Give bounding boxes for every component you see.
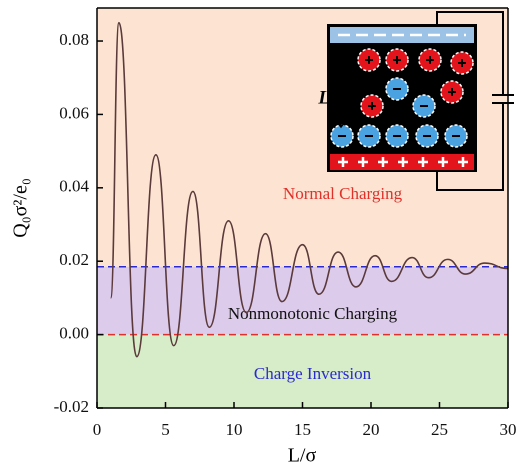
y-tick-label: 0.00 bbox=[59, 324, 89, 343]
inset-schematic: L bbox=[317, 11, 514, 191]
plot bbox=[97, 21, 509, 358]
ion-signs bbox=[338, 56, 466, 137]
band bbox=[97, 266, 508, 335]
y-tick-label: -0.02 bbox=[54, 397, 89, 416]
x-tick-label: 30 bbox=[500, 420, 517, 439]
x-tick-label: 15 bbox=[294, 420, 311, 439]
band bbox=[97, 334, 508, 408]
x-tick-label: 5 bbox=[161, 420, 170, 439]
band-label: Charge Inversion bbox=[254, 364, 372, 383]
circuit bbox=[436, 11, 514, 191]
y-tick-label: 0.08 bbox=[59, 30, 89, 49]
x-axis-label: L/σ bbox=[288, 445, 317, 467]
x-tick-label: 0 bbox=[93, 420, 102, 439]
electrode-plus bbox=[338, 157, 468, 167]
y-tick-label: 0.02 bbox=[59, 250, 89, 269]
dimension-arrow bbox=[336, 45, 346, 129]
y-tick-label: 0.04 bbox=[59, 177, 89, 196]
x-tick-label: 25 bbox=[431, 420, 448, 439]
data-line bbox=[109, 21, 509, 358]
band-label: Nonmonotonic Charging bbox=[228, 304, 398, 323]
y-tick-label: 0.06 bbox=[59, 103, 89, 122]
x-tick-label: 20 bbox=[363, 420, 380, 439]
x-tick-label: 10 bbox=[226, 420, 243, 439]
band-label: Normal Charging bbox=[283, 184, 403, 203]
y-axis-label: Q₀σ²/e₀ bbox=[10, 178, 32, 238]
inset-label: L bbox=[317, 87, 330, 108]
